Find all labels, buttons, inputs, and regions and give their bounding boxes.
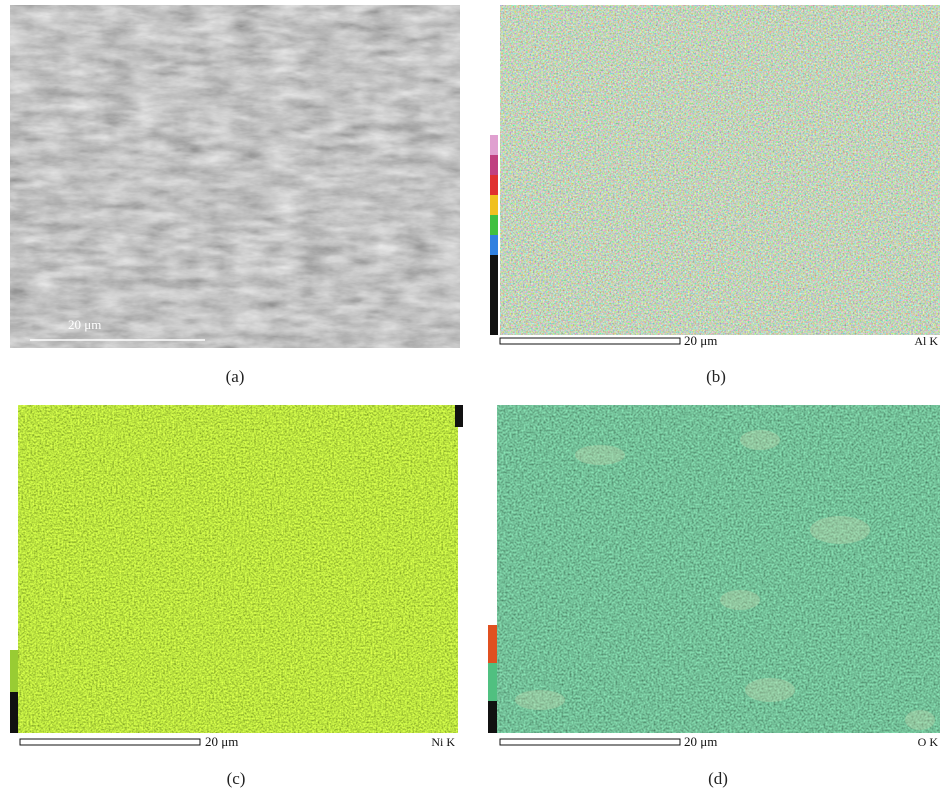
corner-mark xyxy=(455,405,463,427)
element-label: O K xyxy=(918,735,939,749)
sem-image xyxy=(10,5,460,348)
color-scale xyxy=(490,135,498,335)
color-scale xyxy=(488,663,497,701)
eds-map xyxy=(500,5,940,335)
color-scale xyxy=(488,701,497,733)
scale-bar xyxy=(500,739,680,745)
scale-bar xyxy=(20,739,200,745)
color-scale xyxy=(10,692,18,733)
scale-bar-label: 20 μm xyxy=(205,734,238,749)
element-label: Ni K xyxy=(431,735,455,749)
eds-map xyxy=(497,405,940,733)
scale-bar xyxy=(500,338,680,344)
scale-bar-label: 20 μm xyxy=(68,317,101,332)
figure: 20 μm (a) 20 μm Al K (b) 20 μm Ni K (c) … xyxy=(0,0,941,793)
color-scale xyxy=(488,625,497,663)
panel-label: (a) xyxy=(226,367,245,386)
eds-map xyxy=(18,405,458,733)
scale-bar-label: 20 μm xyxy=(684,734,717,749)
color-scale xyxy=(10,650,18,692)
panel-label: (d) xyxy=(708,769,728,788)
panel-label: (c) xyxy=(227,769,246,788)
scale-bar-label: 20 μm xyxy=(684,333,717,348)
element-label: Al K xyxy=(914,334,938,348)
panel-label: (b) xyxy=(706,367,726,386)
